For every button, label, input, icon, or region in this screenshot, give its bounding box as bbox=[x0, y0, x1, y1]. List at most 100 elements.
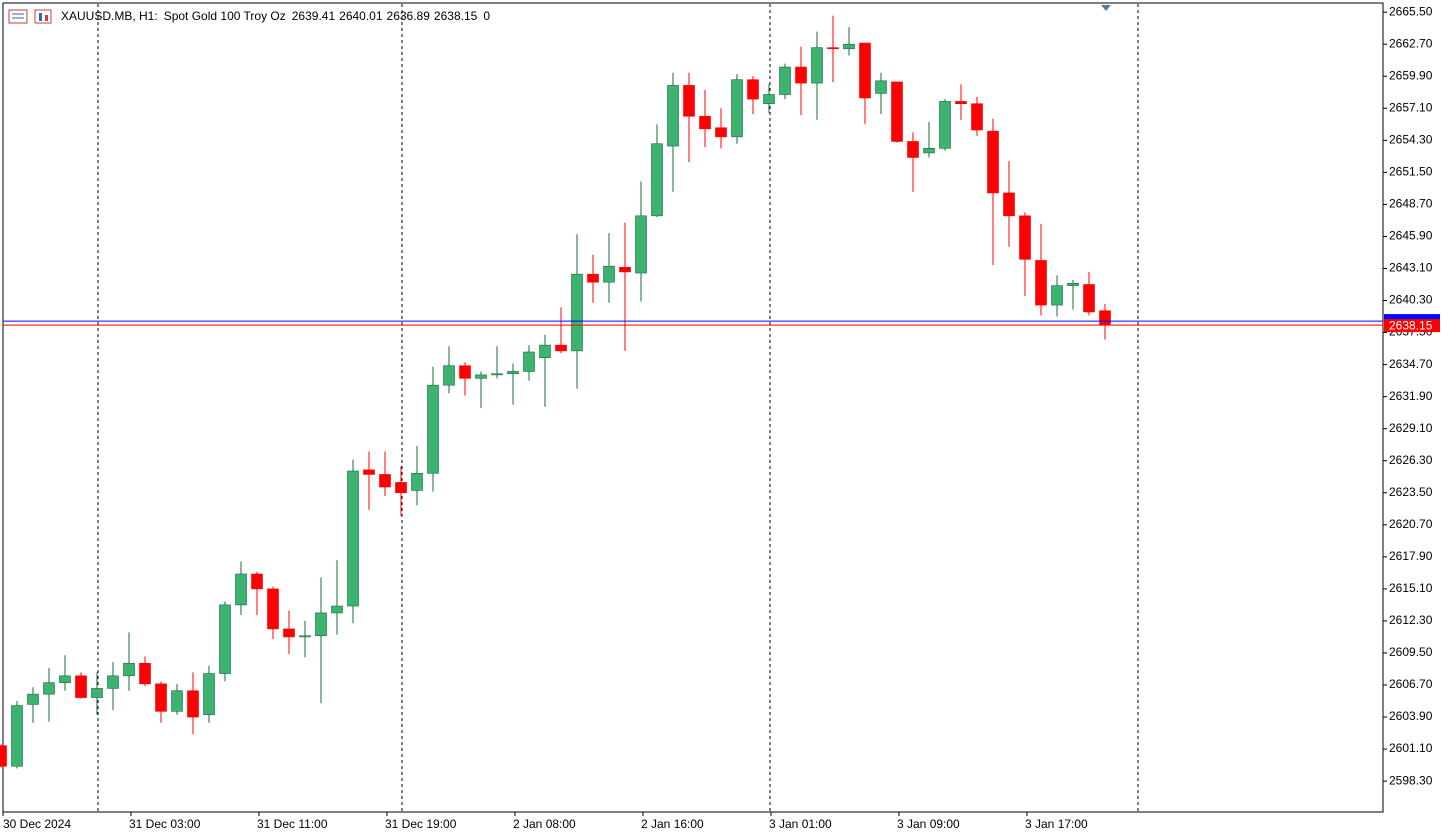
icon bbox=[8, 9, 28, 24]
candle-body bbox=[1083, 284, 1095, 313]
candle-body bbox=[459, 365, 471, 379]
candle-body bbox=[27, 693, 39, 705]
candle-body bbox=[43, 682, 55, 695]
candle-body bbox=[523, 351, 535, 372]
candle-body bbox=[827, 47, 839, 50]
candle-body bbox=[539, 344, 551, 359]
candle-body bbox=[811, 47, 823, 84]
candle-body bbox=[475, 374, 487, 379]
candle-body bbox=[411, 472, 423, 491]
high-value: 2640.01 bbox=[339, 9, 383, 23]
candle-body bbox=[299, 635, 311, 638]
chart-title: Spot Gold 100 Troy Oz bbox=[164, 9, 286, 23]
symbol: XAUUSD.MB, H1: bbox=[61, 9, 158, 23]
candle-body bbox=[171, 690, 183, 712]
candle-body bbox=[235, 573, 247, 606]
y-tick-label: 2598.30 bbox=[1389, 773, 1433, 787]
candle-body bbox=[555, 344, 567, 352]
candle-body bbox=[331, 605, 343, 614]
candle-body bbox=[155, 683, 167, 712]
candle-body bbox=[971, 103, 983, 131]
candle-body bbox=[587, 273, 599, 283]
day-separators bbox=[97, 4, 1139, 811]
candle-body bbox=[859, 42, 871, 99]
candle-body bbox=[955, 101, 967, 104]
y-tick-label: 2606.70 bbox=[1389, 677, 1433, 691]
candle-body bbox=[875, 80, 887, 94]
candle-body bbox=[747, 79, 759, 100]
x-tick-label: 3 Jan 09:00 bbox=[897, 817, 960, 831]
candle-body bbox=[0, 745, 7, 767]
icon bbox=[45, 15, 48, 21]
candle-body bbox=[427, 384, 439, 474]
x-tick-label: 3 Jan 17:00 bbox=[1025, 817, 1088, 831]
y-tick-label: 2651.50 bbox=[1389, 165, 1433, 179]
candle-body bbox=[379, 474, 391, 488]
y-tick-label: 2662.70 bbox=[1389, 36, 1433, 50]
candle-body bbox=[731, 79, 743, 138]
candle-body bbox=[219, 604, 231, 674]
candle-body bbox=[923, 148, 935, 154]
y-tick-label: 2612.30 bbox=[1389, 613, 1433, 627]
candle-body bbox=[603, 265, 615, 283]
y-tick-label: 2623.50 bbox=[1389, 485, 1433, 499]
candle-body bbox=[347, 470, 359, 607]
open-value: 2639.41 bbox=[292, 9, 336, 23]
candle-body bbox=[907, 141, 919, 158]
candle-body bbox=[187, 690, 199, 718]
candle-body bbox=[843, 43, 855, 50]
candle-body bbox=[891, 81, 903, 142]
icon bbox=[39, 13, 42, 21]
shift-marker bbox=[1101, 5, 1111, 11]
close-value: 2638.15 bbox=[434, 9, 478, 23]
candle-body bbox=[491, 373, 503, 376]
y-tick-label: 2659.90 bbox=[1389, 68, 1433, 82]
low-value: 2636.89 bbox=[387, 9, 431, 23]
candle-body bbox=[683, 85, 695, 117]
y-tick-label: 2643.10 bbox=[1389, 261, 1433, 275]
y-tick-label: 2634.70 bbox=[1389, 357, 1433, 371]
candle-body bbox=[619, 267, 631, 273]
candle-body bbox=[443, 365, 455, 386]
y-tick-label: 2657.10 bbox=[1389, 100, 1433, 114]
candle-body bbox=[123, 662, 135, 677]
candle-body bbox=[635, 215, 647, 274]
x-tick-label: 2 Jan 16:00 bbox=[641, 817, 704, 831]
candle-body bbox=[1019, 215, 1031, 260]
candle-body bbox=[763, 94, 775, 104]
candle-body bbox=[1051, 285, 1063, 306]
y-tick-label: 2603.90 bbox=[1389, 709, 1433, 723]
y-tick-label: 2615.10 bbox=[1389, 581, 1433, 595]
y-tick-label: 2665.50 bbox=[1389, 4, 1433, 18]
header: XAUUSD.MB, H1: Spot Gold 100 Troy Oz 2639.… bbox=[61, 9, 490, 23]
x-tick-label: 31 Dec 03:00 bbox=[129, 817, 201, 831]
y-tick-label: 2601.10 bbox=[1389, 741, 1433, 755]
y-tick-label: 2626.30 bbox=[1389, 453, 1433, 467]
icon bbox=[34, 9, 52, 24]
candle-body bbox=[315, 612, 327, 637]
y-tick-label: 2648.70 bbox=[1389, 197, 1433, 211]
candle-body bbox=[987, 130, 999, 194]
x-tick-label: 31 Dec 19:00 bbox=[385, 817, 457, 831]
header-icons bbox=[8, 9, 52, 24]
candle-body bbox=[795, 66, 807, 84]
candle-body bbox=[651, 143, 663, 217]
candle-body bbox=[11, 705, 23, 767]
x-tick-label: 30 Dec 2024 bbox=[3, 817, 71, 831]
x-tick-label: 2 Jan 08:00 bbox=[513, 817, 576, 831]
candle-body bbox=[283, 628, 295, 638]
candle-body bbox=[779, 66, 791, 95]
candle-body bbox=[139, 662, 151, 685]
x-tick-label: 31 Dec 11:00 bbox=[257, 817, 328, 831]
candle-body bbox=[939, 101, 951, 149]
candle-body bbox=[1099, 310, 1111, 326]
y-tick-label: 2654.30 bbox=[1389, 132, 1433, 146]
y-tick-label: 2640.30 bbox=[1389, 293, 1433, 307]
candle-body bbox=[91, 688, 103, 698]
candle-body bbox=[107, 675, 119, 689]
candle-body bbox=[1067, 283, 1079, 286]
y-tick-label: 2645.90 bbox=[1389, 229, 1433, 243]
y-tick-label: 2620.70 bbox=[1389, 517, 1433, 531]
candle-body bbox=[715, 127, 727, 138]
